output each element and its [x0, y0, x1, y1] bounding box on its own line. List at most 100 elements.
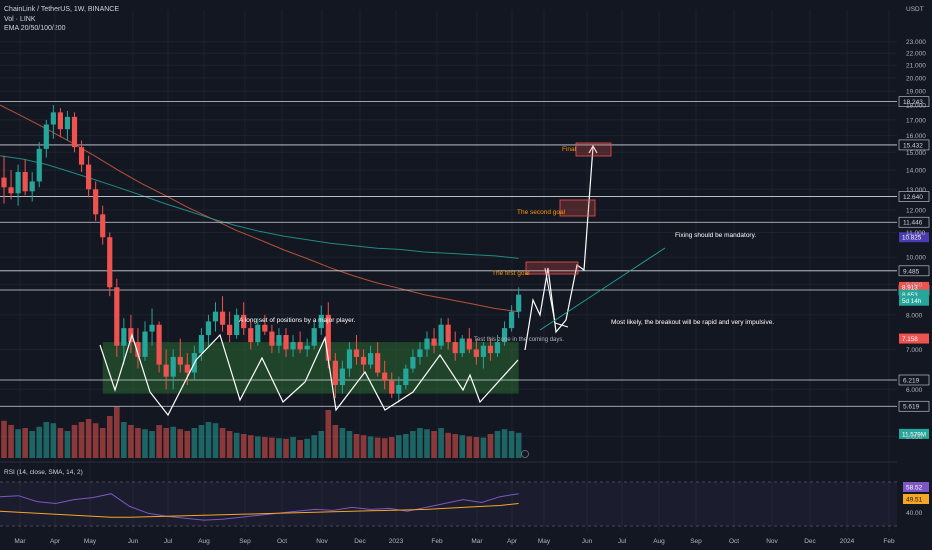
- volume-bar: [71, 425, 78, 458]
- y-tick-label: 7.000: [906, 347, 923, 354]
- volume-bar: [396, 435, 402, 458]
- candle-body: [43, 124, 49, 149]
- volume-settings-icon: [521, 450, 529, 458]
- accumulation-zigzag: [99, 332, 519, 417]
- level-label: 15.432: [903, 142, 923, 149]
- candle-body: [332, 360, 338, 385]
- volume-bar: [332, 425, 339, 458]
- candle-body: [227, 324, 233, 336]
- volume-bar: [8, 425, 14, 458]
- candle-body: [1, 177, 7, 188]
- annotation-fixing: Fixing should be mandatory.: [675, 232, 756, 239]
- x-tick-label: Dec: [804, 538, 816, 545]
- candle-body: [15, 171, 21, 194]
- rsi-band: [0, 482, 897, 526]
- volume-bar: [339, 428, 346, 458]
- y-tick-label: 6.000: [906, 387, 923, 394]
- volume-bar: [459, 435, 466, 458]
- candle-body: [375, 353, 381, 373]
- volume-bar: [156, 425, 162, 458]
- price-tag: [899, 333, 929, 344]
- candle-body: [410, 356, 416, 369]
- price-tag-label: 7.158: [902, 336, 918, 343]
- volume-bar: [240, 434, 247, 458]
- candle-body: [325, 314, 331, 361]
- volume-bar: [226, 431, 233, 458]
- y-tick-label: 21.000: [906, 63, 926, 70]
- candle-body: [29, 181, 35, 192]
- x-tick-label: Sep: [239, 538, 251, 545]
- volume-bar: [22, 428, 28, 458]
- candle-body: [459, 338, 465, 354]
- ema-orange-line: [0, 104, 519, 313]
- x-tick-label: Aug: [653, 538, 665, 545]
- volume-bar: [501, 429, 508, 458]
- candle-body: [368, 353, 374, 365]
- candle-body: [234, 314, 240, 336]
- volume-bar: [311, 435, 317, 458]
- annotation-test-zone: Test this zone in the coming days.: [474, 337, 564, 343]
- volume-bar: [170, 426, 176, 458]
- candle-body: [71, 116, 78, 148]
- candle-body: [297, 342, 303, 350]
- volume-bar: [431, 431, 437, 458]
- candle-body: [445, 324, 451, 343]
- volume-bar: [106, 416, 113, 458]
- volume-bar: [508, 431, 515, 458]
- rsi-ma-line: [0, 503, 519, 518]
- candle-body: [86, 164, 92, 190]
- x-tick-label: Oct: [277, 538, 287, 545]
- x-tick-label: 2023: [389, 538, 404, 545]
- volume-bar: [473, 437, 480, 458]
- x-tick-label: Apr: [50, 538, 61, 545]
- candle-body: [417, 349, 423, 357]
- candle-body: [135, 342, 141, 357]
- volume-bar: [283, 438, 289, 458]
- volume-bar: [410, 431, 416, 458]
- candle-body: [184, 364, 190, 373]
- level-label: 5.619: [903, 404, 920, 411]
- annotation-final: Final: [562, 146, 577, 153]
- price-tag: [899, 232, 929, 243]
- x-tick-label: Feb: [431, 538, 443, 545]
- candle-body: [466, 338, 472, 350]
- price-tag-label: 8.913: [902, 284, 918, 291]
- volume-bar: [163, 428, 169, 458]
- y-tick-label: 8.000: [906, 312, 923, 319]
- level-label: 12.640: [903, 194, 923, 201]
- y-tick-label: 15.000: [906, 150, 926, 157]
- candle-body: [8, 187, 14, 194]
- x-tick-label: May: [84, 538, 97, 545]
- volume-bar: [184, 431, 191, 458]
- target-box: [575, 142, 612, 157]
- candle-body: [339, 368, 345, 385]
- candle-body: [494, 342, 501, 354]
- volume-bar: [480, 437, 487, 458]
- candle-body: [121, 328, 127, 346]
- volume-bar: [92, 423, 99, 458]
- candle-body: [396, 384, 402, 394]
- x-tick-label: Sep: [690, 538, 702, 545]
- currency-label: USDT: [906, 6, 924, 13]
- level-tag: [898, 96, 930, 107]
- level-label: 6.219: [903, 378, 920, 385]
- candle-body: [114, 287, 120, 346]
- y-tick-label: 23.000: [906, 39, 926, 46]
- candle-body: [262, 324, 268, 332]
- x-tick-label: Jul: [164, 538, 173, 545]
- volume-bar: [445, 432, 451, 458]
- candle-body: [276, 335, 282, 346]
- x-tick-label: Mar: [14, 538, 26, 545]
- candle-body: [382, 372, 388, 381]
- volume-bar: [452, 434, 458, 458]
- projection-path: [524, 146, 594, 351]
- y-tick-label: 19.000: [906, 89, 926, 96]
- candle-body: [311, 328, 317, 346]
- volume-bar: [64, 431, 71, 458]
- x-tick-label: Oct: [729, 538, 739, 545]
- target-box: [559, 199, 596, 217]
- rsi-ma-label: 49.51: [906, 497, 923, 504]
- candle-body: [424, 338, 430, 350]
- volume-bar: [388, 437, 395, 458]
